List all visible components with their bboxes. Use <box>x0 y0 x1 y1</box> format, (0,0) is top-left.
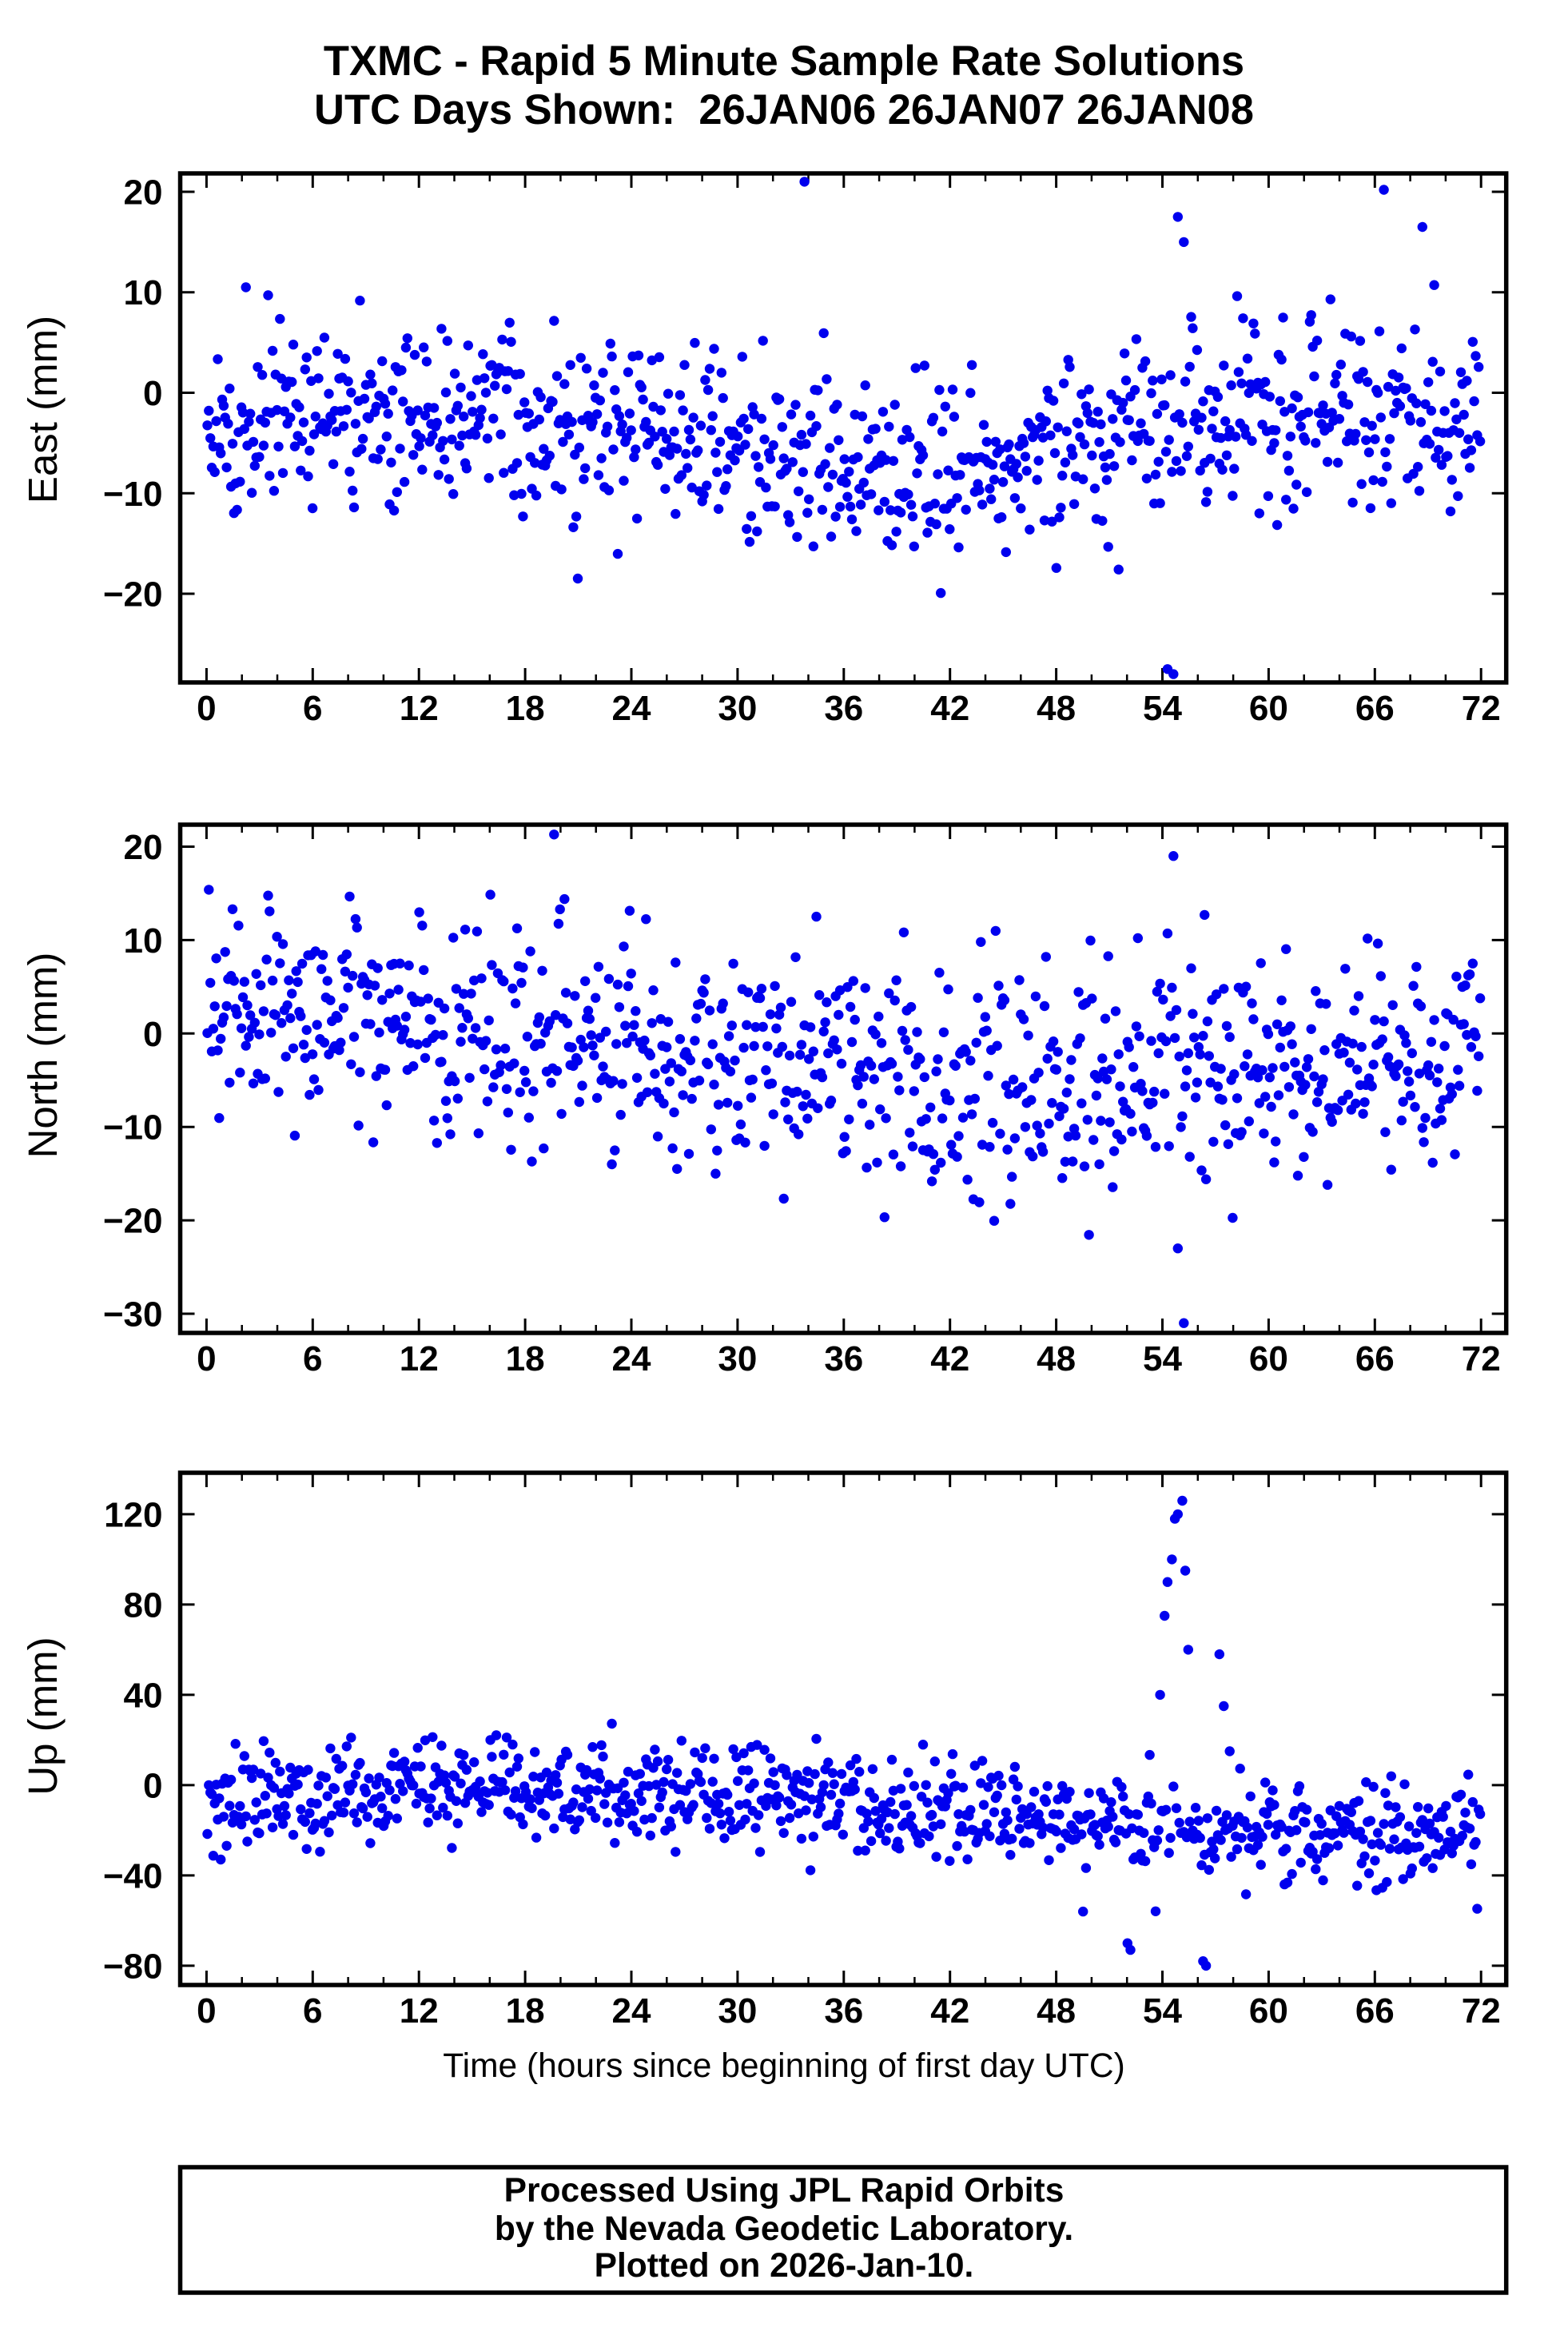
svg-text:24: 24 <box>612 1339 651 1378</box>
svg-text:10: 10 <box>124 273 163 312</box>
svg-text:30: 30 <box>718 1991 757 2031</box>
svg-text:72: 72 <box>1462 1339 1501 1378</box>
svg-text:42: 42 <box>930 1339 969 1378</box>
svg-text:36: 36 <box>824 1339 863 1378</box>
svg-text:−10: −10 <box>103 1108 163 1148</box>
svg-text:24: 24 <box>612 1991 651 2031</box>
svg-text:0: 0 <box>143 1015 162 1054</box>
svg-text:18: 18 <box>506 689 545 728</box>
svg-text:36: 36 <box>824 1991 863 2031</box>
svg-text:60: 60 <box>1249 1991 1288 2031</box>
svg-text:20: 20 <box>124 173 163 213</box>
svg-text:6: 6 <box>303 689 322 728</box>
svg-text:0: 0 <box>143 374 162 413</box>
svg-text:66: 66 <box>1355 1339 1395 1378</box>
svg-text:24: 24 <box>612 689 651 728</box>
svg-text:72: 72 <box>1462 1991 1501 2031</box>
svg-text:10: 10 <box>124 921 163 961</box>
svg-text:48: 48 <box>1037 1991 1076 2031</box>
svg-text:60: 60 <box>1249 1339 1288 1378</box>
svg-text:18: 18 <box>506 1339 545 1378</box>
svg-text:6: 6 <box>303 1991 322 2031</box>
svg-text:80: 80 <box>124 1585 163 1625</box>
svg-text:−10: −10 <box>103 475 163 514</box>
svg-text:30: 30 <box>718 689 757 728</box>
svg-text:0: 0 <box>143 1766 162 1805</box>
svg-text:42: 42 <box>930 1991 969 2031</box>
svg-text:12: 12 <box>400 1339 439 1378</box>
svg-text:40: 40 <box>124 1676 163 1715</box>
svg-text:120: 120 <box>104 1495 162 1534</box>
svg-text:6: 6 <box>303 1339 322 1378</box>
svg-text:18: 18 <box>506 1991 545 2031</box>
svg-text:48: 48 <box>1037 689 1076 728</box>
svg-text:30: 30 <box>718 1339 757 1378</box>
svg-text:66: 66 <box>1355 1991 1395 2031</box>
svg-text:36: 36 <box>824 689 863 728</box>
svg-text:20: 20 <box>124 828 163 867</box>
svg-text:−20: −20 <box>103 1202 163 1241</box>
svg-text:0: 0 <box>197 1339 216 1378</box>
svg-text:42: 42 <box>930 689 969 728</box>
svg-text:−40: −40 <box>103 1856 163 1895</box>
svg-text:0: 0 <box>197 689 216 728</box>
svg-text:−20: −20 <box>103 575 163 615</box>
svg-text:48: 48 <box>1037 1339 1076 1378</box>
svg-text:72: 72 <box>1462 689 1501 728</box>
svg-text:54: 54 <box>1143 1991 1182 2031</box>
svg-text:−30: −30 <box>103 1295 163 1335</box>
svg-text:12: 12 <box>400 1991 439 2031</box>
svg-text:60: 60 <box>1249 689 1288 728</box>
svg-text:0: 0 <box>197 1991 216 2031</box>
svg-text:−80: −80 <box>103 1947 163 1986</box>
svg-text:12: 12 <box>400 689 439 728</box>
svg-text:54: 54 <box>1143 689 1182 728</box>
svg-text:54: 54 <box>1143 1339 1182 1378</box>
svg-text:66: 66 <box>1355 689 1395 728</box>
